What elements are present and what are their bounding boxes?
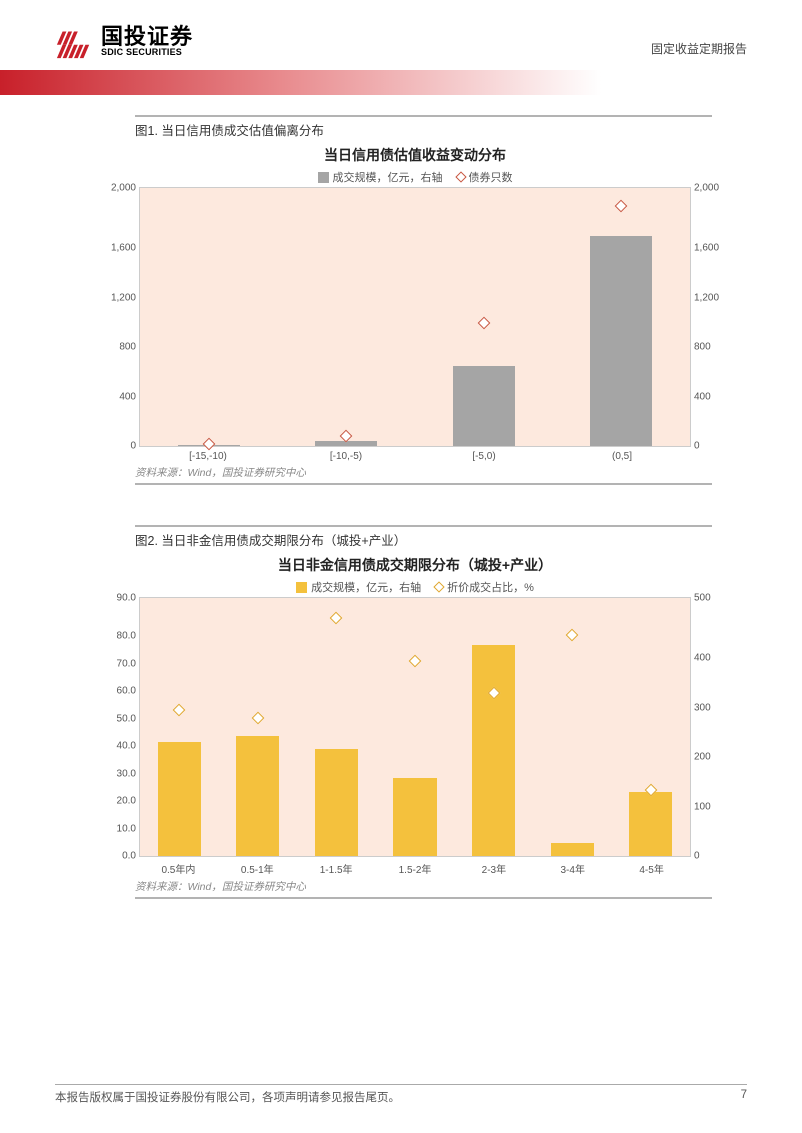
x-axis-tick: [-15,-10): [139, 451, 277, 462]
axis-tick: 200: [694, 752, 730, 763]
figure-1-block: 图1. 当日信用债成交估值偏离分布 当日信用债估值收益变动分布 成交规模，亿元，…: [135, 115, 712, 485]
marker-diamond-icon: [202, 437, 215, 450]
axis-tick: 300: [694, 702, 730, 713]
axis-tick: 2,000: [102, 183, 136, 194]
chart-2-right-axis: 5004003002001000: [694, 598, 730, 856]
page-footer: 本报告版权属于国投证券股份有限公司，各项声明请参见报告尾页。 7: [55, 1084, 747, 1105]
legend-marker: 债券只数: [457, 169, 513, 185]
chart-2-left-axis: 90.080.070.060.050.040.030.020.010.00.0: [102, 598, 136, 856]
axis-tick: 400: [102, 391, 136, 402]
chart-1-x-axis: [-15,-10)[-10,-5)[-5,0)(0,5]: [139, 451, 691, 462]
chart-1-right-axis: 2,0001,6001,2008004000: [694, 188, 730, 446]
chart-2-markers: [140, 598, 690, 856]
marker-diamond-icon: [644, 784, 657, 797]
axis-tick: 10.0: [102, 823, 136, 834]
axis-tick: 40.0: [102, 741, 136, 752]
diamond-icon: [455, 171, 466, 182]
legend-marker-label: 折价成交占比，%: [447, 579, 534, 595]
chart-2-legend: 成交规模，亿元，右轴 折价成交占比，%: [135, 579, 695, 595]
header-red-band: [0, 70, 802, 95]
footer-copyright: 本报告版权属于国投证券股份有限公司，各项声明请参见报告尾页。: [55, 1089, 400, 1105]
x-axis-tick: 4-5年: [612, 861, 691, 876]
axis-tick: 70.0: [102, 658, 136, 669]
x-axis-tick: 3-4年: [533, 861, 612, 876]
company-logo: 国投证券 SDIC SECURITIES: [55, 22, 193, 60]
axis-tick: 80.0: [102, 631, 136, 642]
legend-bar-label: 成交规模，亿元，右轴: [333, 169, 443, 185]
axis-tick: 90.0: [102, 593, 136, 604]
content-area: 图1. 当日信用债成交估值偏离分布 当日信用债估值收益变动分布 成交规模，亿元，…: [0, 95, 802, 899]
chart-1: 当日信用债估值收益变动分布 成交规模，亿元，右轴 债券只数 2,0001,600…: [135, 145, 695, 462]
x-axis-tick: 2-3年: [454, 861, 533, 876]
axis-tick: 500: [694, 593, 730, 604]
document-classification: 固定收益定期报告: [651, 40, 747, 57]
diamond-icon: [433, 581, 444, 592]
axis-tick: 800: [102, 342, 136, 353]
chart-1-markers: [140, 188, 690, 446]
chart-1-legend: 成交规模，亿元，右轴 债券只数: [135, 169, 695, 185]
axis-tick: 20.0: [102, 796, 136, 807]
x-axis-tick: (0,5]: [553, 451, 691, 462]
figure-2-label: 图2. 当日非金信用债成交期限分布（城投+产业）: [135, 525, 712, 549]
axis-tick: 400: [694, 391, 730, 402]
figure-2-block: 图2. 当日非金信用债成交期限分布（城投+产业） 当日非金信用债成交期限分布（城…: [135, 525, 712, 899]
axis-tick: 0: [694, 850, 730, 861]
chart-1-left-axis: 2,0001,6001,2008004000: [102, 188, 136, 446]
x-axis-tick: 0.5-1年: [218, 861, 297, 876]
axis-tick: 1,200: [694, 292, 730, 303]
axis-tick: 2,000: [694, 183, 730, 194]
axis-tick: 30.0: [102, 768, 136, 779]
marker-diamond-icon: [251, 712, 264, 725]
axis-tick: 50.0: [102, 713, 136, 724]
axis-tick: 800: [694, 342, 730, 353]
legend-bar-label: 成交规模，亿元，右轴: [311, 579, 421, 595]
chart-2-x-axis: 0.5年内0.5-1年1-1.5年1.5-2年2-3年3-4年4-5年: [139, 861, 691, 876]
axis-tick: 400: [694, 653, 730, 664]
axis-tick: 100: [694, 801, 730, 812]
x-axis-tick: [-10,-5): [277, 451, 415, 462]
chart-1-plot-area: 2,0001,6001,2008004000 2,0001,6001,20080…: [139, 187, 691, 447]
legend-marker: 折价成交占比，%: [435, 579, 534, 595]
legend-bar: 成交规模，亿元，右轴: [296, 579, 421, 595]
marker-diamond-icon: [477, 317, 490, 330]
logo-text-cn: 国投证券: [101, 26, 193, 48]
page-number: 7: [741, 1089, 747, 1105]
page-header: 国投证券 SDIC SECURITIES 固定收益定期报告: [0, 0, 802, 95]
x-axis-tick: 1-1.5年: [297, 861, 376, 876]
marker-diamond-icon: [409, 655, 422, 668]
bar-swatch-icon: [296, 582, 307, 593]
chart-2-title: 当日非金信用债成交期限分布（城投+产业）: [135, 555, 695, 575]
legend-bar: 成交规模，亿元，右轴: [318, 169, 443, 185]
x-axis-tick: 0.5年内: [139, 861, 218, 876]
legend-marker-label: 债券只数: [469, 169, 513, 185]
axis-tick: 1,200: [102, 292, 136, 303]
chart-1-source: 资料来源：Wind，国投证券研究中心: [135, 465, 712, 485]
axis-tick: 1,600: [102, 243, 136, 254]
axis-tick: 60.0: [102, 686, 136, 697]
marker-diamond-icon: [615, 200, 628, 213]
logo-text-en: SDIC SECURITIES: [101, 48, 193, 57]
marker-diamond-icon: [487, 686, 500, 699]
chart-2-plot-area: 90.080.070.060.050.040.030.020.010.00.0 …: [139, 597, 691, 857]
figure-1-label: 图1. 当日信用债成交估值偏离分布: [135, 115, 712, 139]
chart-1-title: 当日信用债估值收益变动分布: [135, 145, 695, 165]
chart-2-source: 资料来源：Wind，国投证券研究中心: [135, 879, 712, 899]
bar-swatch-icon: [318, 172, 329, 183]
axis-tick: 0: [102, 440, 136, 451]
marker-diamond-icon: [340, 429, 353, 442]
axis-tick: 0: [694, 440, 730, 451]
chart-2: 当日非金信用债成交期限分布（城投+产业） 成交规模，亿元，右轴 折价成交占比，%…: [135, 555, 695, 876]
x-axis-tick: [-5,0): [415, 451, 553, 462]
marker-diamond-icon: [330, 612, 343, 625]
marker-diamond-icon: [173, 703, 186, 716]
logo-stripes-icon: [55, 22, 93, 60]
axis-tick: 1,600: [694, 243, 730, 254]
marker-diamond-icon: [566, 629, 579, 642]
axis-tick: 0.0: [102, 850, 136, 861]
x-axis-tick: 1.5-2年: [376, 861, 455, 876]
